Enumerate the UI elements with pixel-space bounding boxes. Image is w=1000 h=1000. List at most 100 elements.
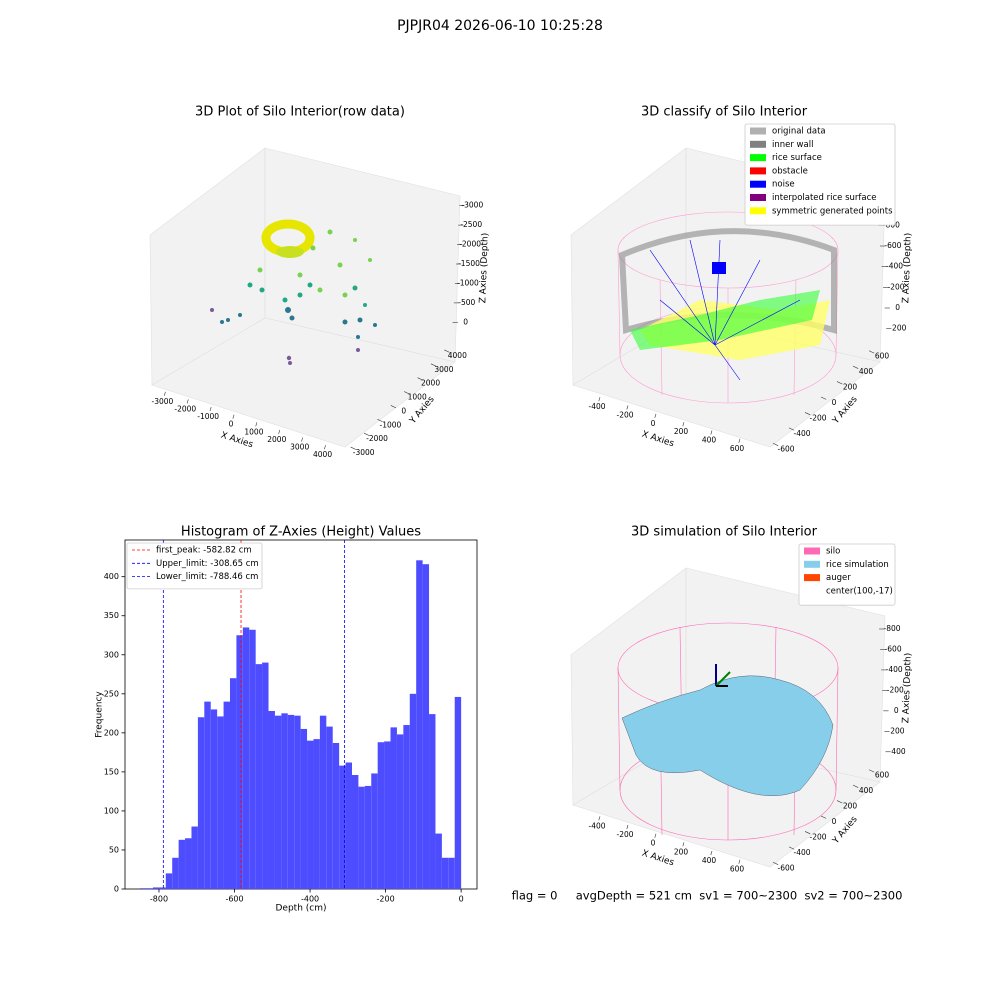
suptitle: PJPJR04 2026-06-10 10:25:28 xyxy=(397,18,603,34)
y-tick-label: 350 xyxy=(104,611,119,620)
tick-mark xyxy=(788,427,795,431)
bar xyxy=(371,773,378,889)
auger xyxy=(715,664,731,687)
tick-mark xyxy=(804,831,811,835)
tick-mark xyxy=(820,396,827,400)
y-tick-label: 50 xyxy=(109,845,119,854)
tick-mark xyxy=(836,381,843,385)
x-axis-label: X Axies xyxy=(640,430,675,450)
z-tick-label: -400 xyxy=(886,665,903,674)
z-tick-label: 0 xyxy=(894,706,899,715)
bar xyxy=(364,785,372,889)
bar xyxy=(223,701,230,889)
bar xyxy=(339,765,346,889)
bar xyxy=(210,709,218,889)
legend-label: noise xyxy=(772,180,795,190)
bar xyxy=(185,838,192,889)
legend-swatch xyxy=(750,127,766,135)
bar xyxy=(165,873,173,889)
z-tick-label: 0 xyxy=(463,317,468,326)
y-axis-label: Frequency xyxy=(95,691,105,738)
tick-mark xyxy=(710,430,713,435)
z-tick-label: -600 xyxy=(884,241,901,250)
tick-mark xyxy=(278,429,281,435)
y-tick-label: 400 xyxy=(859,786,874,795)
legend-swatch xyxy=(750,207,766,215)
tick-mark xyxy=(163,391,166,396)
bar xyxy=(287,714,295,889)
bar xyxy=(274,715,282,889)
legend-swatch xyxy=(750,194,766,201)
bar xyxy=(441,857,449,889)
legend-swatch xyxy=(750,154,766,162)
z-tick-label: -2000 xyxy=(459,240,481,249)
y-tick-label: 1000 xyxy=(408,393,427,402)
y-tick-label: -400 xyxy=(793,848,810,857)
y-tick-label: 0 xyxy=(114,885,119,894)
x-tick-label: 200 xyxy=(674,427,689,436)
legend-label: inner wall xyxy=(772,140,813,150)
bar xyxy=(377,742,385,889)
y-tick-label: 200 xyxy=(843,802,858,811)
x-tick-label: 0 xyxy=(651,839,656,848)
tick-mark xyxy=(682,422,685,427)
y-tick-label: 3000 xyxy=(434,365,453,374)
tick-mark xyxy=(836,800,843,804)
y-tick-label: -600 xyxy=(777,444,794,453)
bar xyxy=(294,715,301,889)
tick-mark xyxy=(404,391,410,395)
legend-swatch xyxy=(750,140,766,148)
legend-label: auger xyxy=(826,573,851,583)
y-tick-label: -200 xyxy=(809,413,826,422)
x-tick-label: 600 xyxy=(730,444,745,453)
tick-mark xyxy=(301,437,303,442)
x-tick-label: 2000 xyxy=(267,435,286,444)
chart-title: Histogram of Z-Axies (Height) Values xyxy=(181,525,421,540)
legend-label: obstacle xyxy=(772,166,808,176)
bar xyxy=(255,664,263,889)
z-axis-label: Z Axies (Depth) xyxy=(901,653,913,724)
x-tick-label: -1000 xyxy=(197,412,219,421)
bar xyxy=(281,713,288,889)
tick-mark xyxy=(430,363,437,367)
tick-mark xyxy=(788,846,795,850)
tick-mark xyxy=(738,859,741,864)
bar xyxy=(358,786,365,889)
bar xyxy=(448,857,455,889)
y-tick-label: -600 xyxy=(777,863,794,872)
bar xyxy=(300,728,308,889)
x-tick-label: 200 xyxy=(674,847,689,856)
z-tick-label: 200 xyxy=(890,726,905,735)
x-tick-label: -200 xyxy=(616,830,633,839)
bar xyxy=(454,696,462,889)
tick-mark xyxy=(186,399,189,404)
legend-swatch xyxy=(804,547,820,555)
tick-mark xyxy=(772,443,779,446)
rice-surface xyxy=(621,675,834,796)
tick-mark xyxy=(820,815,827,819)
tick-mark xyxy=(324,445,326,450)
bar xyxy=(140,888,147,889)
z-tick-label: 400 xyxy=(891,747,906,756)
tick-mark xyxy=(626,405,629,410)
legend-label: center(100,-17) xyxy=(826,586,893,596)
bar xyxy=(146,888,153,889)
bar xyxy=(204,701,211,889)
tick-mark xyxy=(682,842,685,847)
y-tick-label: 400 xyxy=(859,367,874,376)
bar xyxy=(390,727,397,889)
bar xyxy=(422,564,430,889)
legend-box xyxy=(798,543,896,606)
bar xyxy=(307,740,314,889)
z-tick-label: 200 xyxy=(892,324,907,333)
chart-title: 3D classify of Silo Interior xyxy=(641,105,808,120)
bar xyxy=(191,826,198,889)
bar xyxy=(249,629,256,889)
bar xyxy=(197,717,205,889)
y-tick-label: 0 xyxy=(832,398,837,407)
x-tick-label: 0 xyxy=(459,895,464,904)
legend-label: silo xyxy=(826,547,840,557)
z-tick-label: -1500 xyxy=(458,259,480,268)
x-tick-label: -800 xyxy=(150,895,168,904)
